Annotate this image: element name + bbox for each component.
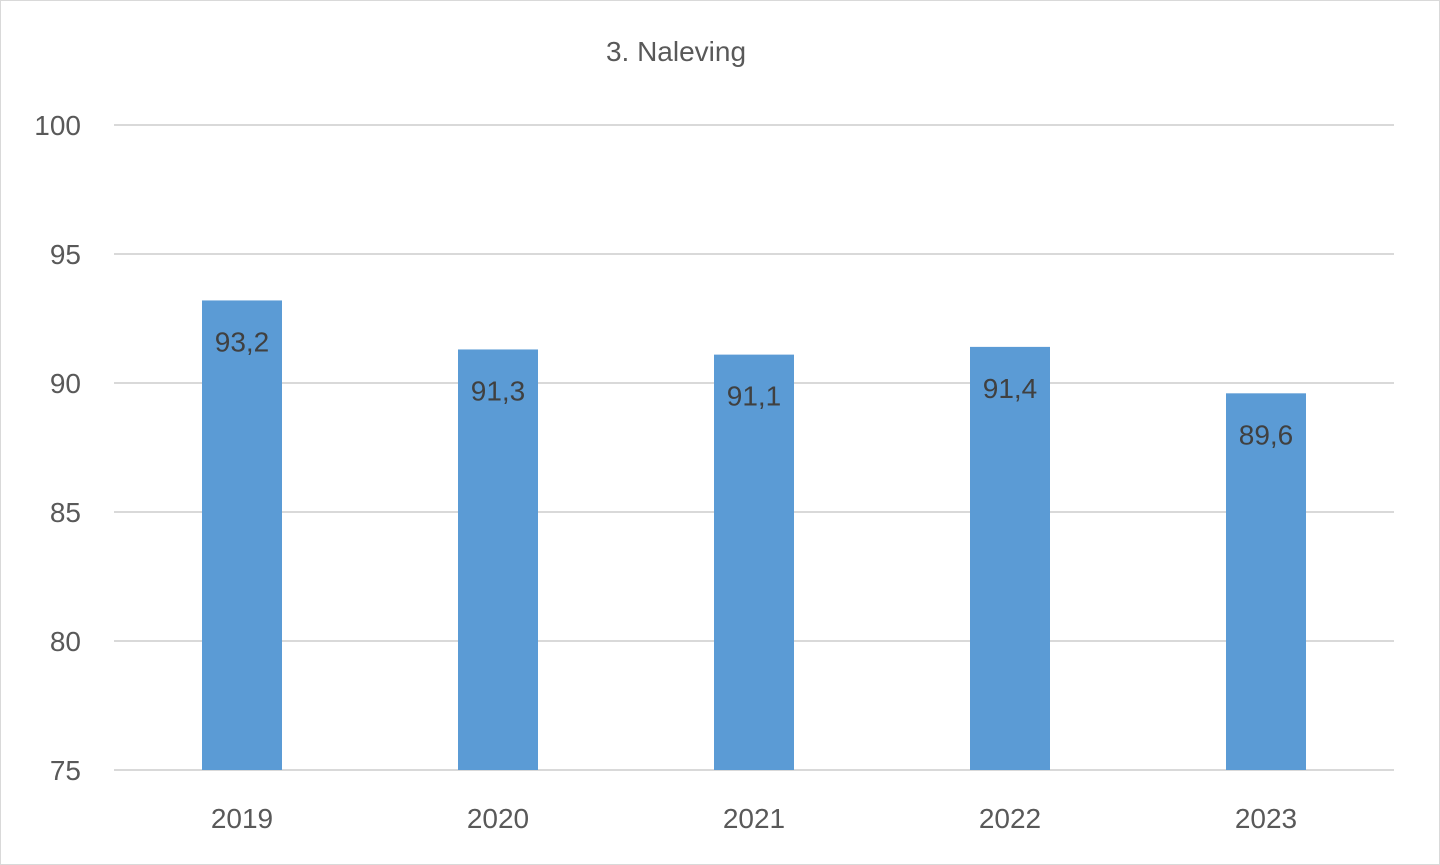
chart-title: 3. Naleving: [605, 36, 747, 67]
data-label: 91,1: [727, 381, 782, 412]
y-tick-label: 85: [50, 497, 81, 528]
x-tick-label: 2020: [467, 803, 529, 834]
x-axis: 2019 2020 2021 2022 2023: [211, 803, 1297, 834]
data-labels: 93,2 91,3 91,1 91,4 89,6: [215, 326, 1294, 450]
x-tick-label: 2019: [211, 803, 273, 834]
y-tick-label: 100: [34, 110, 81, 141]
y-tick-label: 95: [50, 239, 81, 270]
bar: [970, 346, 1050, 770]
y-tick-label: 90: [50, 368, 81, 399]
data-label: 91,3: [471, 375, 526, 406]
bar: [458, 349, 538, 770]
data-label: 89,6: [1239, 419, 1294, 450]
y-tick-label: 80: [50, 626, 81, 657]
x-tick-label: 2023: [1235, 803, 1297, 834]
y-tick-label: 75: [50, 755, 81, 786]
bar: [1226, 393, 1306, 770]
x-tick-label: 2022: [979, 803, 1041, 834]
bar: [202, 300, 282, 770]
bars: [202, 300, 1306, 770]
x-tick-label: 2021: [723, 803, 785, 834]
bar: [714, 354, 794, 770]
data-label: 93,2: [215, 326, 270, 357]
data-label: 91,4: [983, 373, 1038, 404]
y-axis: 75 80 85 90 95 100: [34, 110, 81, 786]
